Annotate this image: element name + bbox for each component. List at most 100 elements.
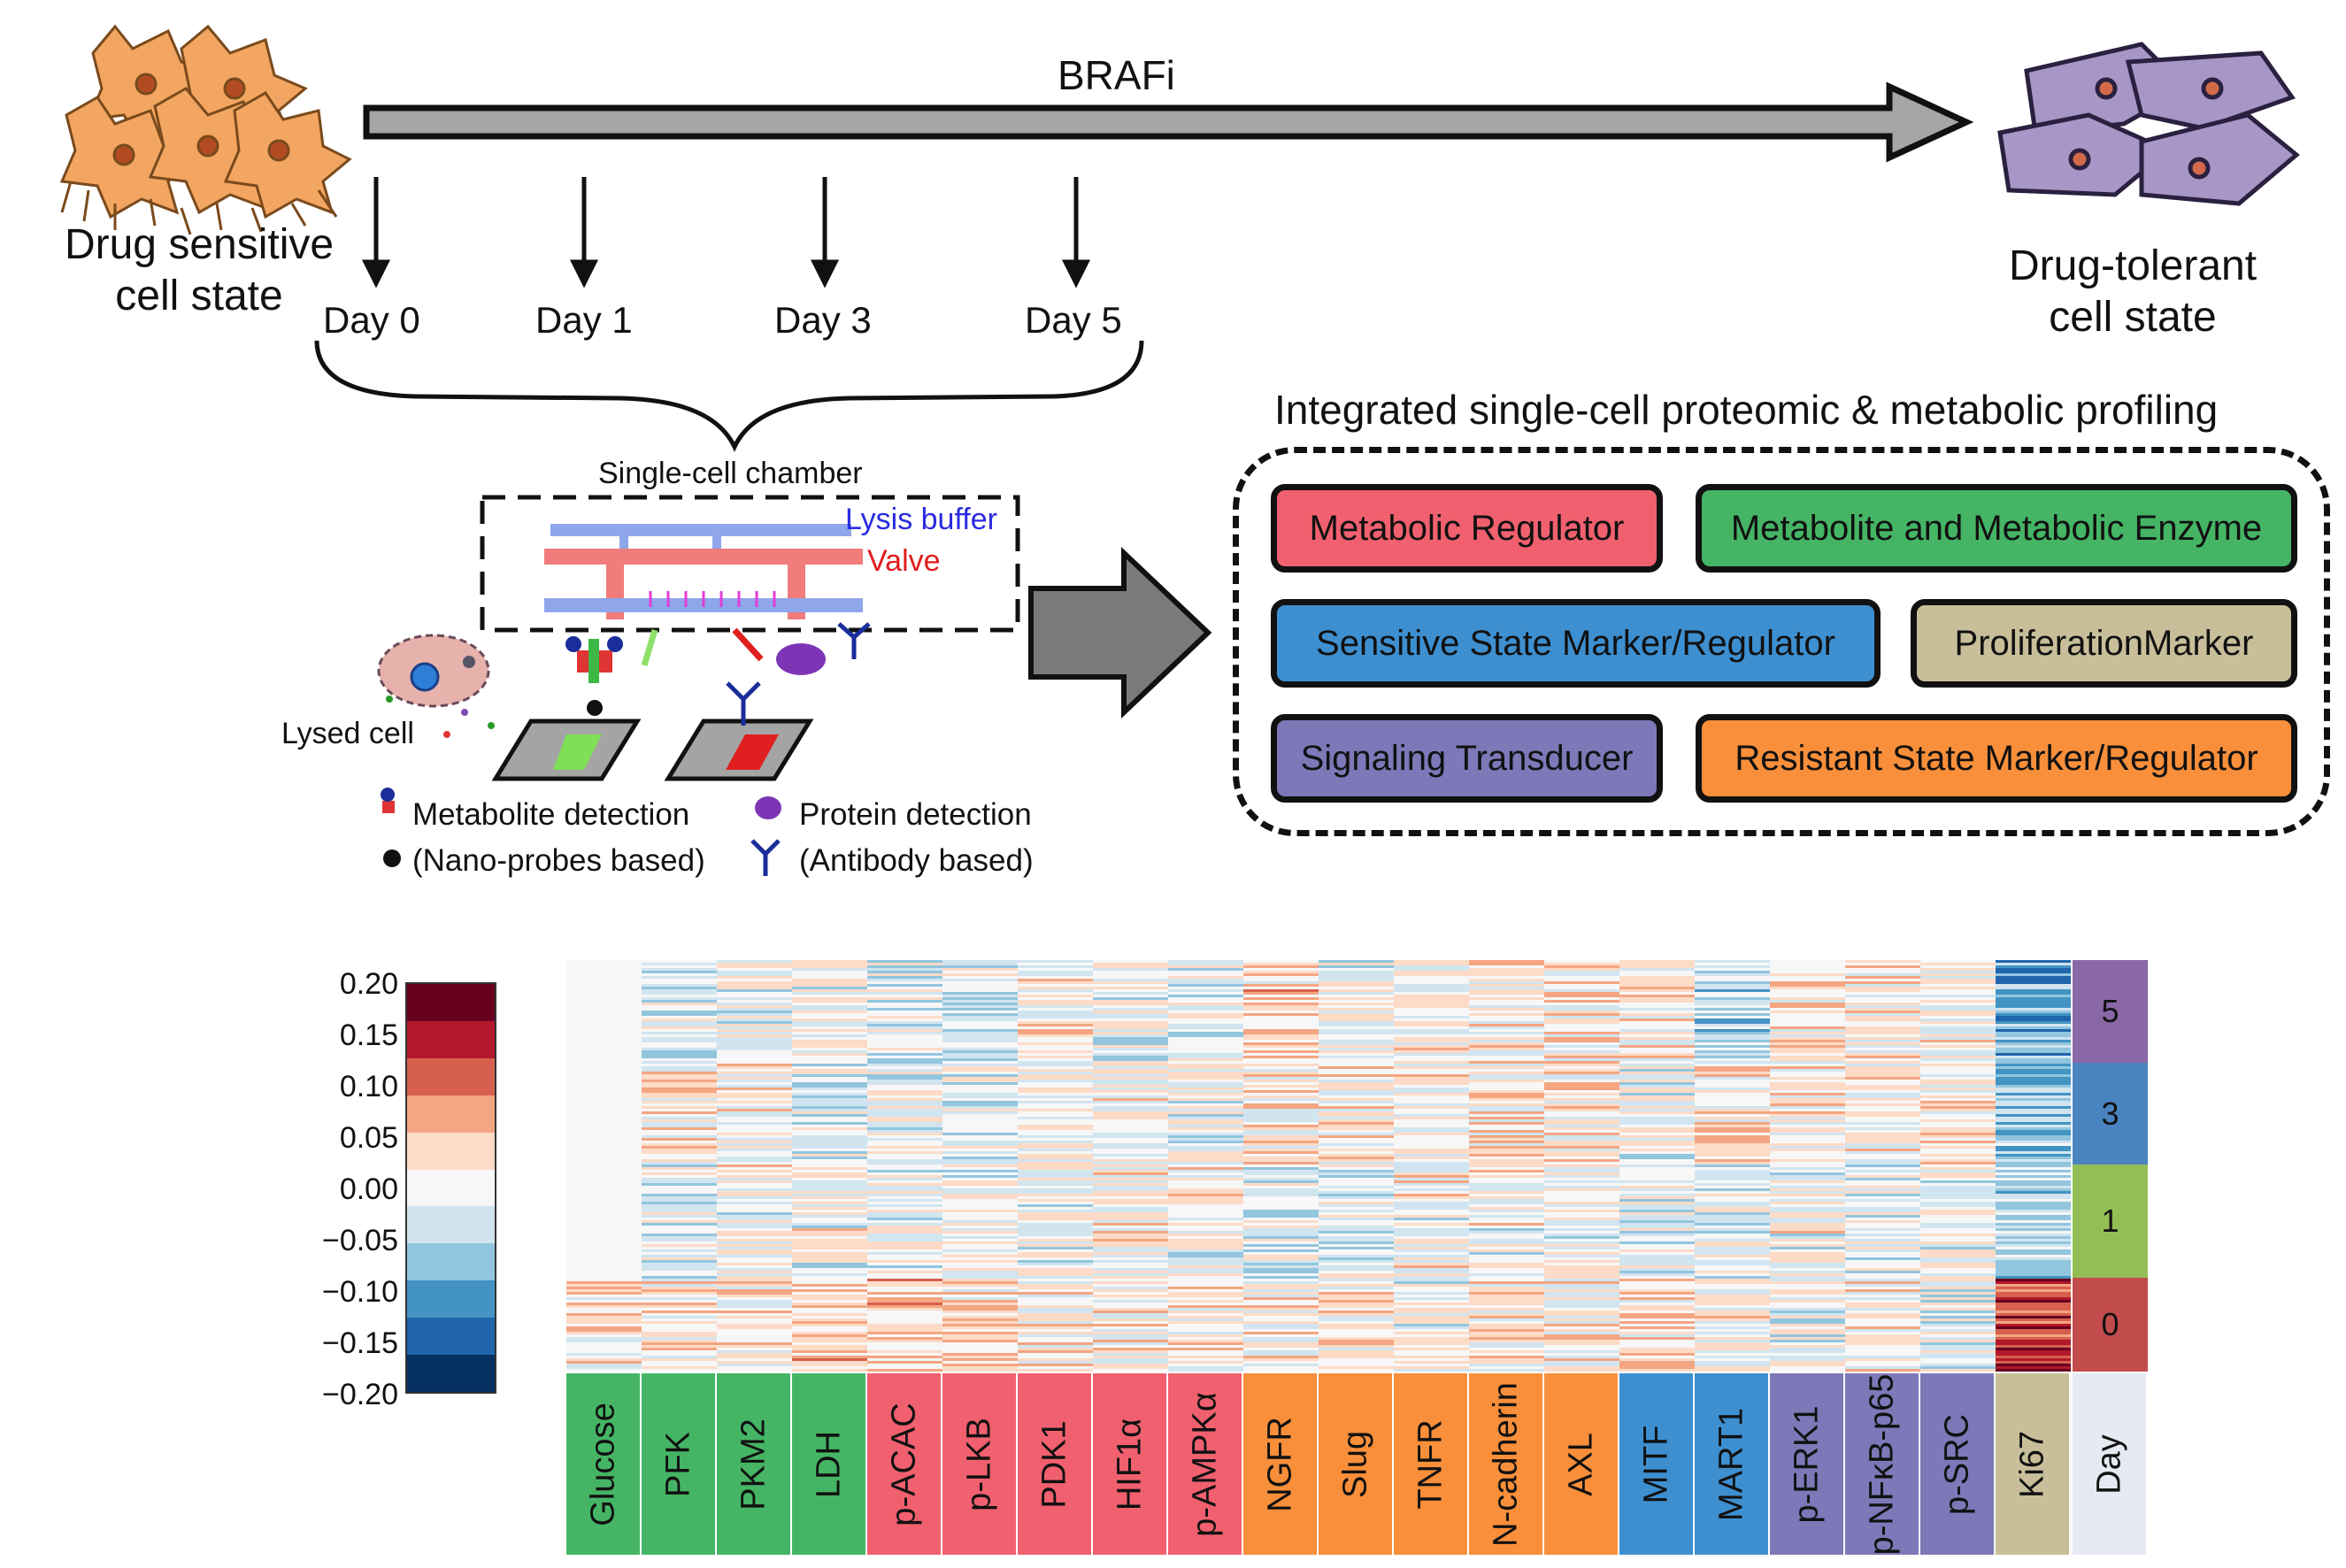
heatmap-cell: [1469, 1295, 1544, 1297]
heatmap-cell: [1319, 960, 1394, 963]
heatmap-cell: [717, 987, 792, 989]
heatmap-cell: [1544, 1281, 1619, 1284]
heatmap-cell: [1770, 1252, 1845, 1255]
heatmap-cell: [1619, 1186, 1695, 1188]
heatmap-cell: [1920, 1353, 1996, 1356]
heatmap-cell: [566, 1162, 642, 1164]
heatmap-cell: [717, 1300, 792, 1303]
heatmap-cell: [1243, 1329, 1319, 1332]
heatmap-cell: [1018, 973, 1093, 976]
heatmap-cell: [566, 981, 642, 984]
heatmap-cell: [566, 992, 642, 995]
heatmap-cell: [1920, 1342, 1996, 1345]
heatmap-cell: [1243, 1127, 1319, 1130]
heatmap-cell: [1018, 1149, 1093, 1151]
heatmap-cell: [1243, 1175, 1319, 1178]
heatmap-cell: [1168, 1287, 1243, 1289]
heatmap-cell: [1469, 1154, 1544, 1157]
heatmap-cell: [642, 1141, 717, 1143]
heatmap-cell: [1544, 1358, 1619, 1361]
heatmap-cell: [1544, 1234, 1619, 1236]
heatmap-cell: [1168, 965, 1243, 968]
heatmap-cell: [1093, 1226, 1168, 1228]
heatmap-cell: [1619, 1066, 1695, 1069]
heatmap-cell: [642, 1218, 717, 1220]
heatmap-cell: [867, 1287, 942, 1289]
heatmap-cell: [1695, 1119, 1770, 1122]
heatmap-cell: [1018, 1013, 1093, 1016]
heatmap-cell: [1845, 1088, 1920, 1090]
heatmap-cell: [1996, 976, 2071, 979]
heatmap-cell: [1469, 1101, 1544, 1103]
heatmap-cell: [1018, 1273, 1093, 1276]
heatmap-cell: [1394, 1109, 1469, 1111]
heatmap-cell: [942, 1303, 1018, 1305]
heatmap-cell: [1243, 1159, 1319, 1162]
heatmap-cell: [1394, 1178, 1469, 1180]
heatmap-cell: [1619, 1018, 1695, 1021]
heatmap-cell: [942, 1138, 1018, 1141]
heatmap-cell: [1469, 1133, 1544, 1135]
heatmap-cell: [1695, 997, 1770, 1000]
heatmap-cell: [1619, 1334, 1695, 1337]
heatmap-cell: [1168, 1326, 1243, 1329]
heatmap-cell: [566, 1127, 642, 1130]
heatmap-cell: [642, 1295, 717, 1297]
heatmap-cell: [1920, 1350, 1996, 1353]
heatmap-cell: [1544, 1106, 1619, 1109]
heatmap-cell: [1695, 1311, 1770, 1313]
heatmap-cell: [1168, 1106, 1243, 1109]
heatmap-cell: [1469, 1340, 1544, 1342]
heatmap-cell: [717, 973, 792, 976]
heatmap-cell: [1168, 1122, 1243, 1125]
heatmap-cell: [1243, 1045, 1319, 1048]
heatmap-cell: [1168, 1303, 1243, 1305]
heatmap-cell: [1168, 1042, 1243, 1045]
heatmap-cell: [792, 1244, 867, 1247]
heatmap-cell: [1695, 1228, 1770, 1231]
heatmap-cell: [1319, 1000, 1394, 1003]
heatmap-cell: [1544, 1268, 1619, 1271]
heatmap-cell: [942, 1356, 1018, 1358]
heatmap-cell: [792, 1034, 867, 1037]
heatmap-cell: [1619, 1268, 1695, 1271]
heatmap-cell: [717, 1263, 792, 1265]
heatmap-cell: [1695, 1175, 1770, 1178]
heatmap-cell: [1394, 1265, 1469, 1268]
heatmap-cell: [867, 1064, 942, 1066]
heatmap-cell: [1770, 1340, 1845, 1342]
heatmap-cell: [1394, 1311, 1469, 1313]
heatmap-cell: [1619, 1008, 1695, 1011]
heatmap-cell: [1544, 1369, 1619, 1372]
heatmap-cell: [717, 1119, 792, 1122]
heatmap-cell: [1845, 1085, 1920, 1088]
heatmap-cell: [566, 1088, 642, 1090]
heatmap-cell: [1920, 997, 1996, 1000]
column-label-text: p-SRC: [1938, 1413, 1975, 1515]
heatmap-cell: [1619, 1194, 1695, 1196]
heatmap-cell: [1770, 1196, 1845, 1199]
heatmap-cell: [867, 1311, 942, 1313]
heatmap-cell: [1770, 1334, 1845, 1337]
heatmap-cell: [1845, 1117, 1920, 1119]
heatmap-cell: [942, 1292, 1018, 1295]
heatmap-cell: [1018, 1178, 1093, 1180]
heatmap-cell: [717, 1106, 792, 1109]
heatmap-cell: [1394, 1241, 1469, 1244]
heatmap-cell: [1093, 1188, 1168, 1191]
heatmap-cell: [1168, 1045, 1243, 1048]
heatmap-cell: [1319, 1268, 1394, 1271]
heatmap-cell: [1619, 1321, 1695, 1324]
heatmap-cell: [642, 1239, 717, 1241]
heatmap-cell: [1695, 1135, 1770, 1138]
heatmap-cell: [1770, 1093, 1845, 1095]
heatmap-cell: [1243, 1122, 1319, 1125]
heatmap-cell: [1243, 1000, 1319, 1003]
heatmap-cell: [1619, 1281, 1695, 1284]
column-label-text: Day: [2090, 1433, 2127, 1495]
heatmap-cell: [1920, 1340, 1996, 1342]
lysed-cell-icon: [377, 634, 495, 738]
heatmap-cell: [942, 1130, 1018, 1133]
column-label-text: NGFR: [1261, 1416, 1298, 1512]
heatmap-cell: [566, 987, 642, 989]
